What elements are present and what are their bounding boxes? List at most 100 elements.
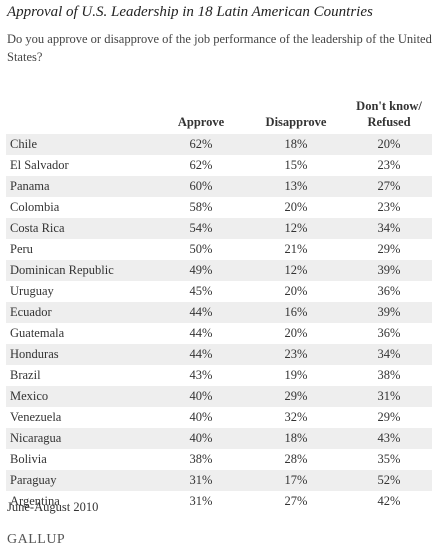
country-cell: Honduras [6,344,156,365]
value-cell: 31% [156,470,246,491]
table-row: Paraguay 31% 17% 52% [6,470,432,491]
table-row: Uruguay 45% 20% 36% [6,281,432,302]
value-cell: 23% [377,158,401,172]
value-cell: 62% [189,158,213,172]
table-row: Venezuela 40% 32% 29% [6,407,432,428]
value-cell: 20% [284,200,308,214]
country-cell: Ecuador [6,302,156,323]
table-row: Ecuador 44% 16% 39% [6,302,432,323]
value-cell: 31% [189,494,213,508]
value-cell: 42% [377,494,401,508]
value-cell: 62% [156,134,246,155]
value-cell: 40% [156,386,246,407]
value-cell: 15% [284,158,308,172]
value-cell: 19% [284,368,308,382]
value-cell: 39% [346,302,432,323]
column-header: Disapprove [265,115,327,129]
date-note: June-August 2010 [7,500,99,514]
country-cell: Argentina [10,494,60,508]
value-cell: 40% [156,428,246,449]
column-header-empty [6,98,156,134]
value-cell: 49% [156,260,246,281]
value-cell: 18% [246,134,346,155]
country-cell: Nicaragua [6,428,156,449]
table-row: Brazil 43% 19% 38% [6,365,432,386]
value-cell: 29% [246,386,346,407]
value-cell: 58% [189,200,213,214]
value-cell: 18% [246,428,346,449]
country-cell: Dominican Republic [6,260,156,281]
value-cell: 43% [189,368,213,382]
value-cell: 52% [346,470,432,491]
value-cell: 36% [377,284,401,298]
value-cell: 36% [377,326,401,340]
country-cell: Paraguay [6,470,156,491]
value-cell: 45% [189,284,213,298]
country-cell: Guatemala [10,326,65,340]
country-cell: Mexico [6,386,156,407]
subtitle: Do you approve or disapprove of the job … [7,32,432,64]
table-row: Dominican Republic 49% 12% 39% [6,260,432,281]
value-cell: 27% [346,176,432,197]
country-cell: Peru [10,242,33,256]
table-row: Mexico 40% 29% 31% [6,386,432,407]
value-cell: 12% [246,218,346,239]
value-cell: 50% [189,242,213,256]
country-cell: Brazil [10,368,41,382]
country-cell: Chile [6,134,156,155]
table-row: Colombia 58% 20% 23% [6,197,432,218]
column-header: Approve [177,115,225,129]
value-cell: 60% [156,176,246,197]
value-cell: 29% [377,410,401,424]
table-row: Chile 62% 18% 20% [6,134,432,155]
country-cell: Costa Rica [6,218,156,239]
value-cell: 39% [346,260,432,281]
table-row: Nicaragua 40% 18% 43% [6,428,432,449]
column-header: Don't know/ Refused [356,99,422,129]
value-cell: 20% [284,326,308,340]
table-row: El Salvador 62% 15% 23% [6,155,432,176]
value-cell: 12% [246,260,346,281]
value-cell: 13% [246,176,346,197]
table-row: Costa Rica 54% 12% 34% [6,218,432,239]
country-cell: Panama [6,176,156,197]
value-cell: 17% [246,470,346,491]
value-cell: 38% [377,368,401,382]
table-row: Honduras 44% 23% 34% [6,344,432,365]
value-cell: 21% [284,242,308,256]
value-cell: 23% [377,200,401,214]
value-cell: 20% [346,134,432,155]
data-table: Approve Disapprove Don't know/ Refused Chi… [6,98,432,512]
country-cell: Colombia [10,200,60,214]
value-cell: 23% [246,344,346,365]
value-cell: 40% [189,410,213,424]
value-cell: 34% [346,344,432,365]
value-cell: 34% [346,218,432,239]
value-cell: 16% [246,302,346,323]
country-cell: El Salvador [10,158,69,172]
title: Approval of U.S. Leadership in 18 Latin … [7,4,373,20]
value-cell: 31% [346,386,432,407]
value-cell: 44% [189,326,213,340]
table-row: Guatemala 44% 20% 36% [6,323,432,344]
value-cell: 32% [284,410,308,424]
country-cell: Venezuela [10,410,62,424]
source-logo: GALLUP [7,532,66,547]
table-row: Argentina 31% 27% 42% [6,491,432,512]
table-body: Chile 62% 18% 20% El Salvador 62% 15% 23% Panama… [6,134,432,512]
value-cell: 29% [377,242,401,256]
value-cell: 54% [156,218,246,239]
country-cell: Bolivia [10,452,47,466]
header-row: Approve Disapprove Don't know/ Refused [6,98,432,134]
value-cell: 35% [377,452,401,466]
value-cell: 43% [346,428,432,449]
value-cell: 27% [284,494,308,508]
table-row: Bolivia 38% 28% 35% [6,449,432,470]
value-cell: 44% [156,302,246,323]
table-row: Panama 60% 13% 27% [6,176,432,197]
value-cell: 20% [284,284,308,298]
country-cell: Uruguay [10,284,54,298]
table-row: Peru 50% 21% 29% [6,239,432,260]
value-cell: 28% [284,452,308,466]
